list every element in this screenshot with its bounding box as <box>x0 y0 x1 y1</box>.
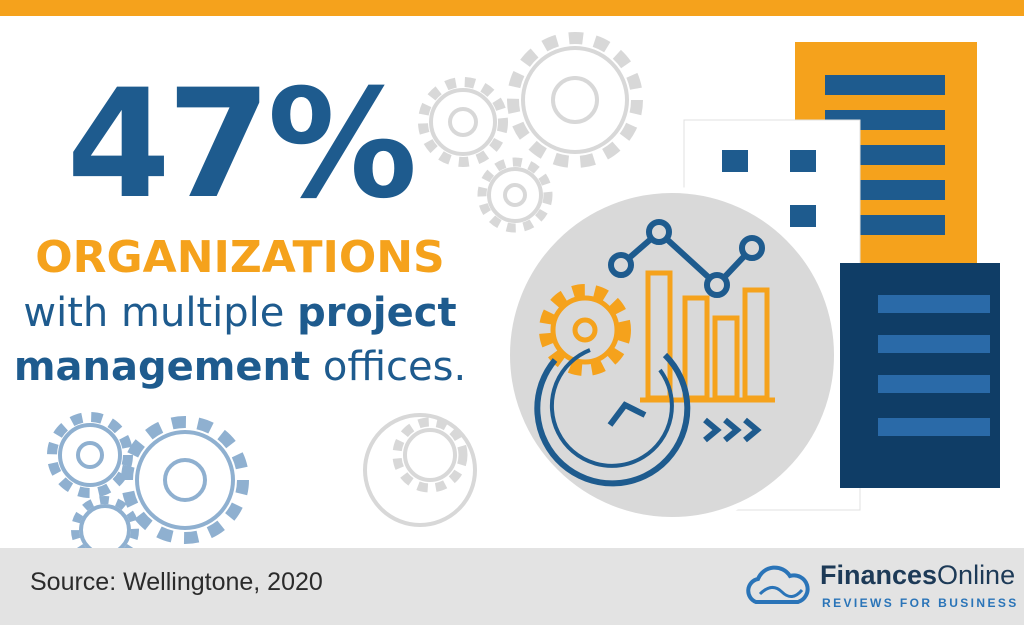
stat-description: with multiple project management offices… <box>0 286 480 394</box>
decor-gears-blue <box>47 412 249 548</box>
logo-icon <box>746 565 810 604</box>
desc-text: offices. <box>322 344 467 390</box>
top-bar <box>0 0 1024 16</box>
stat-block: 47% ORGANIZATIONS with multiple project … <box>0 60 480 394</box>
stat-value: 47% <box>66 58 417 232</box>
stat-label: ORGANIZATIONS <box>35 232 445 283</box>
brand-tagline: REVIEWS FOR BUSINESS <box>822 596 1019 610</box>
footer: Source: Wellingtone, 2020 FinancesOnline… <box>0 548 1024 625</box>
decor-gears <box>363 32 643 527</box>
illustration <box>47 32 1000 548</box>
icon-circle <box>504 187 840 523</box>
brand-bold: Finances <box>820 560 938 590</box>
source: Source: Wellingtone, 2020 <box>30 568 323 596</box>
desc-bold: management <box>13 344 311 390</box>
desc-bold: project <box>297 290 457 336</box>
brand-regular: Online <box>937 560 1016 590</box>
desc-text: with multiple <box>23 290 285 336</box>
brand-name: FinancesOnline <box>820 560 1015 591</box>
